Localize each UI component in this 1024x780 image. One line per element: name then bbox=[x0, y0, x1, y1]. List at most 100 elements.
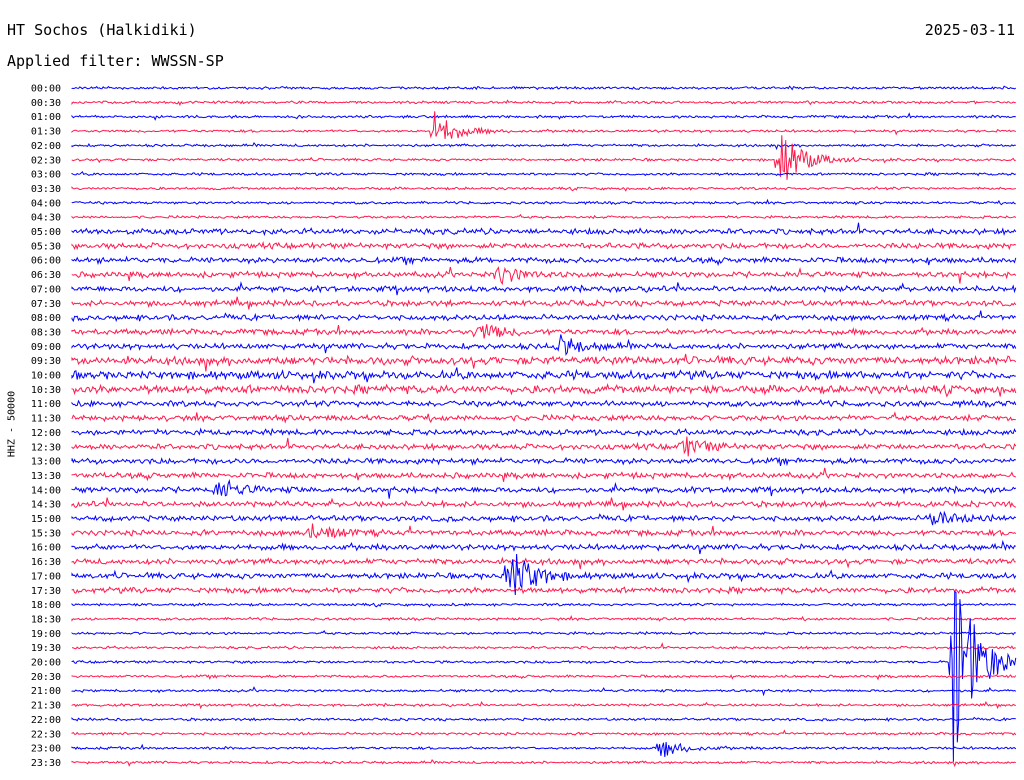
row-time-label: 06:30 bbox=[31, 270, 61, 281]
row-time-label: 20:30 bbox=[31, 672, 61, 683]
trace-1600 bbox=[71, 539, 1016, 555]
row-time-label: 23:30 bbox=[31, 758, 61, 769]
trace-0600 bbox=[71, 255, 1017, 267]
row-time-label: 04:30 bbox=[31, 213, 61, 224]
row-time-label: 13:00 bbox=[31, 457, 61, 468]
trace-1730 bbox=[71, 585, 1017, 596]
trace-0130 bbox=[71, 111, 1017, 140]
row-time-label: 17:00 bbox=[31, 571, 61, 582]
trace-0800 bbox=[71, 310, 1017, 323]
date-label: 2025-03-11 bbox=[924, 21, 1015, 39]
row-time-label: 14:30 bbox=[31, 500, 61, 511]
trace-0230 bbox=[71, 135, 1016, 180]
trace-0530 bbox=[71, 240, 1017, 251]
row-time-label: 15:30 bbox=[31, 528, 61, 539]
row-time-label: 21:30 bbox=[31, 701, 61, 712]
trace-0500 bbox=[71, 222, 1017, 237]
row-time-label: 09:30 bbox=[31, 356, 61, 367]
trace-2300 bbox=[71, 742, 1017, 757]
row-time-label: 03:00 bbox=[31, 170, 61, 181]
station-title: HT Sochos (Halkidiki) bbox=[7, 21, 197, 39]
trace-0300 bbox=[71, 170, 1017, 177]
trace-1200 bbox=[71, 427, 1017, 438]
trace-1500 bbox=[71, 510, 1017, 526]
row-time-label: 08:00 bbox=[31, 313, 61, 324]
row-time-label: 19:30 bbox=[31, 643, 61, 654]
row-time-label: 05:30 bbox=[31, 241, 61, 252]
trace-2130 bbox=[71, 700, 1016, 710]
trace-0400 bbox=[71, 198, 1016, 206]
trace-2230 bbox=[71, 729, 1017, 737]
row-time-label: 10:30 bbox=[31, 385, 61, 396]
trace-0200 bbox=[71, 141, 1016, 151]
row-time-label: 18:30 bbox=[31, 614, 61, 625]
trace-1130 bbox=[71, 411, 1016, 424]
trace-0430 bbox=[71, 213, 1017, 220]
row-time-label: 09:00 bbox=[31, 342, 61, 353]
trace-0730 bbox=[71, 296, 1017, 310]
row-time-label: 10:00 bbox=[31, 371, 61, 382]
row-time-label: 12:30 bbox=[31, 442, 61, 453]
row-time-label: 11:00 bbox=[31, 399, 61, 410]
row-time-label: 14:00 bbox=[31, 485, 61, 496]
trace-1430 bbox=[71, 497, 1017, 511]
row-time-label: 16:00 bbox=[31, 543, 61, 554]
filter-label: Applied filter: WWSSN-SP bbox=[7, 52, 224, 70]
row-time-label: 03:30 bbox=[31, 184, 61, 195]
row-time-label: 17:30 bbox=[31, 586, 61, 597]
row-time-label: 01:30 bbox=[31, 127, 61, 138]
row-time-label: 00:00 bbox=[31, 84, 61, 95]
row-time-label: 07:30 bbox=[31, 299, 61, 310]
row-time-label: 21:00 bbox=[31, 686, 61, 697]
row-time-label: 07:00 bbox=[31, 284, 61, 295]
trace-0000 bbox=[71, 85, 1017, 91]
row-time-label: 06:00 bbox=[31, 256, 61, 267]
row-time-label: 22:30 bbox=[31, 729, 61, 740]
row-time-label: 00:30 bbox=[31, 98, 61, 109]
row-time-label: 05:00 bbox=[31, 227, 61, 238]
trace-1400 bbox=[71, 478, 1017, 499]
trace-0930 bbox=[71, 353, 1017, 372]
row-time-label: 18:00 bbox=[31, 600, 61, 611]
trace-1230 bbox=[71, 436, 1017, 457]
trace-1630 bbox=[71, 556, 1016, 570]
row-time-label: 12:00 bbox=[31, 428, 61, 439]
row-time-label: 16:30 bbox=[31, 557, 61, 568]
row-time-label: 11:30 bbox=[31, 414, 61, 425]
trace-1800 bbox=[71, 602, 1017, 608]
trace-0030 bbox=[71, 99, 1016, 107]
trace-0630 bbox=[71, 266, 1017, 286]
trace-0330 bbox=[71, 186, 1017, 192]
trace-0830 bbox=[71, 324, 1017, 339]
row-time-label: 13:30 bbox=[31, 471, 61, 482]
trace-1100 bbox=[71, 398, 1017, 409]
row-time-label: 15:00 bbox=[31, 514, 61, 525]
trace-1700 bbox=[71, 553, 1017, 596]
trace-2200 bbox=[71, 716, 1016, 723]
row-time-label: 08:30 bbox=[31, 327, 61, 338]
row-time-label: 19:00 bbox=[31, 629, 61, 640]
row-time-label: 23:00 bbox=[31, 744, 61, 755]
row-time-label: 01:00 bbox=[31, 112, 61, 123]
trace-0900 bbox=[71, 334, 1017, 356]
row-time-label: 02:00 bbox=[31, 141, 61, 152]
trace-1930 bbox=[71, 642, 1016, 650]
trace-1900 bbox=[71, 630, 1016, 636]
trace-1000 bbox=[71, 367, 1016, 384]
row-time-label: 20:00 bbox=[31, 658, 61, 669]
trace-2100 bbox=[71, 686, 1017, 697]
row-time-label: 02:30 bbox=[31, 155, 61, 166]
row-time-label: 04:00 bbox=[31, 198, 61, 209]
trace-0100 bbox=[71, 112, 1016, 121]
row-time-label: 22:00 bbox=[31, 715, 61, 726]
trace-2000 bbox=[71, 590, 1017, 762]
trace-1030 bbox=[71, 382, 1017, 398]
trace-0700 bbox=[71, 281, 1017, 296]
trace-1530 bbox=[71, 523, 1017, 539]
trace-2030 bbox=[71, 674, 1017, 681]
trace-1300 bbox=[71, 456, 1016, 467]
trace-1330 bbox=[71, 467, 1016, 482]
trace-1830 bbox=[71, 615, 1017, 622]
